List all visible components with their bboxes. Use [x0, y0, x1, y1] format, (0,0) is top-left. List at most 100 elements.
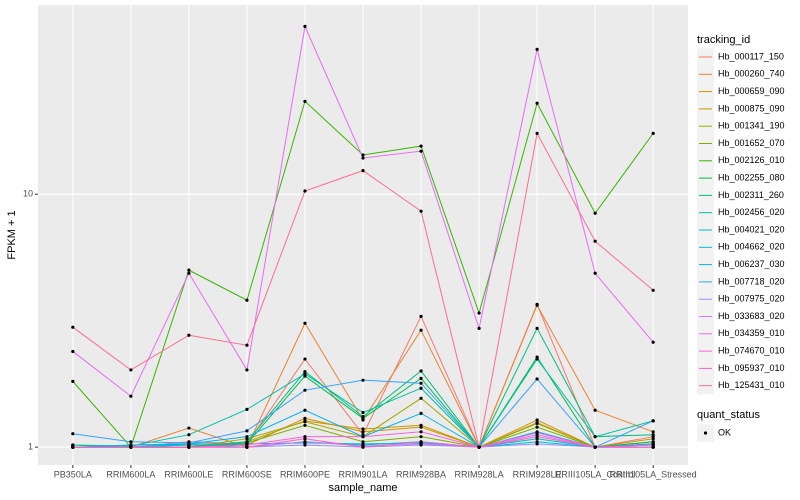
- legend-label: Hb_000117_150: [718, 51, 784, 61]
- point: [651, 430, 655, 434]
- x-tick-label: RRIII105LA_Stressed: [610, 469, 697, 479]
- point: [535, 421, 539, 426]
- legend-label: Hb_000659_090: [718, 86, 785, 96]
- point: [303, 420, 307, 424]
- point: [303, 374, 307, 378]
- x-tick-label: RRIM901LA: [338, 469, 387, 479]
- point: [245, 445, 249, 449]
- point: [303, 189, 307, 193]
- legend-label: Hb_007975_020: [718, 294, 785, 304]
- point: [593, 239, 597, 243]
- y-axis-title: FPKM + 1: [6, 210, 18, 259]
- legend-label: Hb_004662_020: [718, 242, 785, 252]
- point: [419, 328, 423, 332]
- point: [419, 440, 423, 444]
- point: [535, 377, 539, 381]
- point: [535, 357, 539, 361]
- point: [361, 445, 365, 449]
- point: [129, 440, 133, 444]
- legend-label: Hb_002255_080: [718, 172, 785, 182]
- point: [361, 156, 365, 160]
- point: [361, 427, 365, 431]
- point: [303, 357, 307, 361]
- point: [477, 445, 481, 449]
- point: [419, 435, 423, 439]
- legend-label: Hb_033683_020: [718, 311, 785, 321]
- point: [535, 101, 539, 105]
- point: [535, 442, 539, 446]
- point: [303, 437, 307, 441]
- point: [535, 47, 539, 51]
- point: [651, 419, 655, 423]
- point: [303, 321, 307, 325]
- legend-label: Hb_000260_740: [718, 69, 785, 79]
- legend-label: Hb_006237_030: [718, 259, 785, 269]
- point: [419, 314, 423, 318]
- point: [187, 268, 191, 272]
- point: [593, 271, 597, 275]
- legend-label: Hb_000875_090: [718, 103, 785, 113]
- point: [245, 407, 249, 412]
- point: [535, 131, 539, 135]
- point: [71, 379, 75, 383]
- point: [303, 372, 307, 376]
- point: [361, 415, 365, 419]
- point: [593, 435, 597, 439]
- legend-label: OK: [718, 427, 731, 437]
- point: [245, 343, 249, 347]
- x-tick-label: RRIM928BA: [396, 469, 446, 479]
- point: [187, 333, 191, 337]
- point: [245, 429, 249, 433]
- point: [651, 131, 655, 135]
- point: [129, 368, 133, 372]
- point: [245, 435, 249, 439]
- legend-label: Hb_001341_190: [718, 121, 785, 131]
- point: [651, 340, 655, 344]
- point: [419, 411, 423, 415]
- x-tick-label: RRIM600PE: [280, 469, 330, 479]
- point: [651, 437, 655, 441]
- point: [419, 396, 423, 400]
- point: [187, 441, 191, 445]
- x-tick-label: RRIM600SE: [222, 469, 272, 479]
- point: [303, 440, 307, 444]
- point: [361, 410, 365, 415]
- point: [419, 376, 423, 380]
- point: [71, 325, 75, 329]
- point: [477, 311, 481, 315]
- legend-title: quant_status: [697, 409, 760, 421]
- legend-label: Hb_002126_010: [718, 155, 785, 165]
- point: [303, 388, 307, 392]
- point: [361, 430, 365, 434]
- point: [303, 443, 307, 447]
- point: [419, 381, 423, 385]
- legend-label: Hb_034359_010: [718, 328, 785, 338]
- point: [187, 271, 191, 275]
- point: [129, 445, 133, 449]
- legend-label: Hb_002311_260: [718, 190, 784, 200]
- legend-label: Hb_002456_020: [718, 207, 785, 217]
- x-tick-label: RRIM600LA: [106, 469, 155, 479]
- legend-label: Hb_004021_020: [718, 224, 785, 234]
- point: [361, 169, 365, 173]
- point: [535, 303, 539, 307]
- point: [361, 435, 365, 439]
- y-tick-label: 1: [28, 442, 33, 452]
- point: [651, 433, 655, 437]
- legend-label: Hb_095937_010: [718, 363, 785, 373]
- x-axis-title: sample_name: [328, 482, 397, 494]
- point: [651, 288, 655, 292]
- point: [419, 369, 423, 373]
- point: [71, 432, 75, 436]
- point: [361, 153, 365, 157]
- point: [245, 298, 249, 302]
- x-tick-label: RRIII105LA_Control: [555, 469, 636, 479]
- legend-label: Hb_007718_020: [718, 276, 785, 286]
- y-tick-label: 10: [23, 189, 33, 199]
- point: [71, 349, 75, 354]
- x-tick-label: RRIM928LA: [455, 469, 504, 479]
- point: [303, 99, 307, 103]
- point: [419, 430, 423, 434]
- point: [129, 394, 133, 398]
